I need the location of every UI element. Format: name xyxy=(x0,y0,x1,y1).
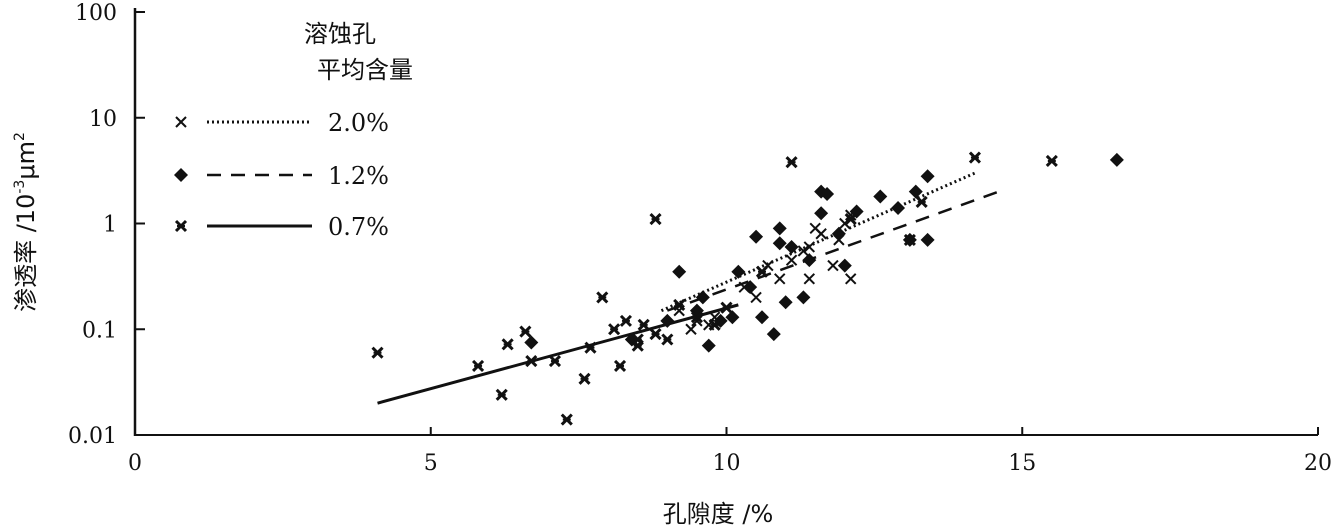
trend-line-0 xyxy=(660,171,976,313)
x-tick-label: 20 xyxy=(1304,451,1332,476)
point-series-0 xyxy=(815,227,828,240)
point-series-0 xyxy=(750,291,763,304)
point-series-2 xyxy=(595,290,609,304)
point-series-2 xyxy=(560,413,574,427)
point-series-1 xyxy=(672,264,687,279)
point-series-0 xyxy=(785,254,798,267)
point-series-1 xyxy=(1109,152,1124,167)
point-series-1 xyxy=(772,236,787,251)
legend-label-0-7: 0.7% xyxy=(328,213,389,241)
y-axis-title-unit: μm xyxy=(12,141,40,180)
point-series-2 xyxy=(524,354,538,368)
point-series-2 xyxy=(785,155,799,169)
point-series-1 xyxy=(837,258,852,273)
point-series-1 xyxy=(778,295,793,310)
point-series-0 xyxy=(773,272,786,285)
y-ticks: 0.01 0.1 1 10 100 xyxy=(68,1,145,449)
point-series-1 xyxy=(908,184,923,199)
point-series-1 xyxy=(725,310,740,325)
legend-label-2-0: 2.0% xyxy=(328,109,389,137)
point-series-0 xyxy=(803,240,816,253)
point-series-1 xyxy=(772,221,787,236)
point-series-1 xyxy=(796,290,811,305)
point-series-2 xyxy=(672,298,686,312)
trend-line-2 xyxy=(377,303,739,405)
point-series-2 xyxy=(613,359,627,373)
point-series-1 xyxy=(766,327,781,342)
point-series-2 xyxy=(518,325,532,339)
y-axis-title-unit-exp: 2 xyxy=(12,132,28,141)
legend-marker-1-2 xyxy=(174,168,188,182)
legend: 溶蚀孔 平均含量 2.0% 1.2% 0.7% xyxy=(174,20,413,241)
point-series-2 xyxy=(720,301,733,315)
y-tick-label: 0.1 xyxy=(82,318,117,343)
point-series-1 xyxy=(784,239,799,254)
y-tick-label: 100 xyxy=(75,1,117,26)
point-series-1 xyxy=(524,335,539,350)
point-series-2 xyxy=(968,151,982,165)
point-series-2 xyxy=(495,388,509,402)
data-points xyxy=(371,151,1124,427)
y-tick-label: 0.01 xyxy=(68,424,117,449)
point-series-2 xyxy=(631,339,645,353)
point-series-0 xyxy=(803,272,816,285)
legend-marker-2-0 xyxy=(175,116,187,128)
point-series-2 xyxy=(649,327,663,341)
legend-label-1-2: 1.2% xyxy=(328,162,389,190)
x-tick-label: 0 xyxy=(128,451,142,476)
point-series-2 xyxy=(607,322,621,336)
point-series-1 xyxy=(814,206,829,221)
point-series-2 xyxy=(501,337,515,351)
point-series-1 xyxy=(873,189,888,204)
point-series-0 xyxy=(685,323,698,336)
point-series-2 xyxy=(637,318,651,332)
point-series-2 xyxy=(755,265,769,279)
point-series-1 xyxy=(891,201,906,216)
point-series-2 xyxy=(548,354,562,368)
point-series-1 xyxy=(695,290,710,305)
y-tick-label: 1 xyxy=(103,213,117,238)
point-series-2 xyxy=(371,346,385,360)
point-series-2 xyxy=(619,314,633,328)
y-tick-label: 10 xyxy=(89,107,117,132)
trend-lines xyxy=(377,171,1000,405)
x-tick-label: 5 xyxy=(424,451,438,476)
legend-title-line1: 溶蚀孔 xyxy=(304,20,376,48)
legend-title-line2: 平均含量 xyxy=(317,56,413,84)
point-series-2 xyxy=(915,195,929,209)
point-series-1 xyxy=(701,338,716,353)
point-series-2 xyxy=(578,372,592,386)
point-series-0 xyxy=(826,259,839,272)
y-axis-title-main: 渗透率 /10 xyxy=(12,194,40,312)
axes xyxy=(133,8,1318,436)
point-series-2 xyxy=(1045,154,1059,168)
y-axis-title-exp: -3 xyxy=(12,180,28,194)
x-ticks: 0 5 10 15 20 xyxy=(128,427,1332,476)
y-axis-title: 渗透率 /10-3μm2 xyxy=(12,132,40,312)
point-series-1 xyxy=(749,229,764,244)
x-tick-label: 15 xyxy=(1008,451,1036,476)
point-series-1 xyxy=(802,253,817,268)
point-series-1 xyxy=(731,264,746,279)
x-tick-label: 10 xyxy=(713,451,741,476)
point-series-2 xyxy=(471,359,485,373)
svg-text:渗透率 /10-3μm2: 渗透率 /10-3μm2 xyxy=(12,132,40,312)
point-series-1 xyxy=(754,310,769,325)
trend-line-1 xyxy=(666,190,1000,312)
point-series-1 xyxy=(920,232,935,247)
point-series-1 xyxy=(920,169,935,184)
legend-marker-0-7 xyxy=(174,219,188,233)
point-series-1 xyxy=(831,226,846,241)
x-axis-title: 孔隙度 /% xyxy=(663,500,774,528)
point-series-0 xyxy=(844,272,857,285)
point-series-2 xyxy=(660,332,674,346)
point-series-2 xyxy=(649,212,663,226)
